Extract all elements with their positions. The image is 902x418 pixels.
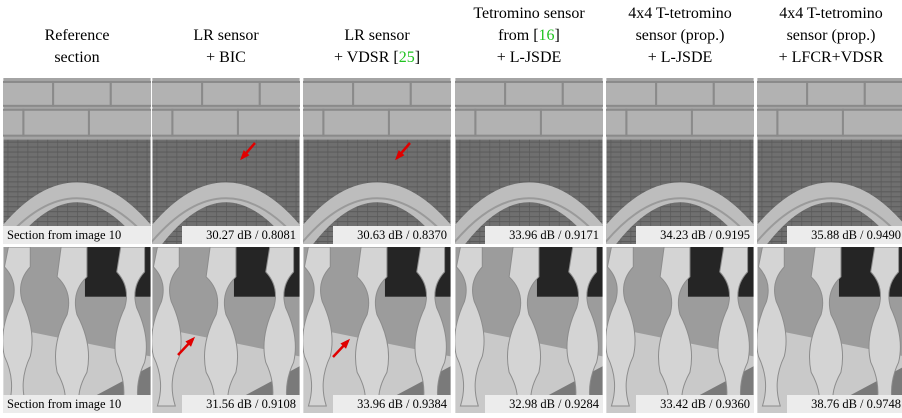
column-header: + L-JSDE	[648, 49, 713, 66]
header-text: from [	[498, 27, 538, 44]
header-text: ]	[415, 49, 420, 66]
citation: 16	[539, 27, 555, 44]
header-text: + VDSR [	[334, 49, 399, 66]
header-text: 4x4 T-tetromino	[628, 5, 732, 22]
caption: 33.96 dB / 0.9171	[509, 228, 599, 242]
header-text: + L-JSDE	[497, 49, 562, 66]
caption: 35.88 dB / 0.9490	[811, 228, 901, 242]
column-header: + VDSR [25]	[334, 49, 420, 66]
image-crop	[303, 247, 451, 413]
header-text: + LFCR+VDSR	[779, 49, 884, 66]
column-header: 4x4 T-tetromino	[779, 5, 883, 22]
column-header: from [16]	[498, 27, 560, 44]
column-header: LR sensor	[344, 27, 410, 44]
caption: 31.56 dB / 0.9108	[206, 397, 296, 411]
column-header: + BIC	[206, 49, 246, 66]
caption: Section from image 10	[7, 397, 121, 411]
caption: 33.96 dB / 0.9384	[357, 397, 448, 411]
header-text: 4x4 T-tetromino	[779, 5, 883, 22]
column-header: 4x4 T-tetromino	[628, 5, 732, 22]
figure: Reference section LR sensor + BIC LR sensor +…	[0, 0, 902, 413]
image-crop	[133, 78, 310, 247]
column-header: LR sensor	[193, 27, 259, 44]
column-header: section	[54, 49, 99, 66]
header-text: Tetromino sensor	[473, 5, 585, 22]
caption: Section from image 10	[7, 228, 121, 242]
header-text: section	[54, 49, 99, 66]
column-header: Reference	[45, 27, 110, 44]
header-text: LR sensor	[193, 27, 259, 44]
header-text: + L-JSDE	[648, 49, 713, 66]
header-text: + BIC	[206, 49, 246, 66]
column-header: + L-JSDE	[497, 49, 562, 66]
column-header: sensor (prop.)	[787, 27, 876, 44]
caption: 38.76 dB / 0.9748	[811, 397, 901, 411]
image-crop	[606, 247, 754, 413]
header-text: sensor (prop.)	[787, 27, 876, 44]
caption: 32.98 dB / 0.9284	[509, 397, 600, 411]
column-header: sensor (prop.)	[636, 27, 725, 44]
header-text: sensor (prop.)	[636, 27, 725, 44]
caption: 30.27 dB / 0.8081	[206, 228, 296, 242]
header-text: Reference	[45, 27, 110, 44]
citation: 25	[399, 49, 415, 66]
column-header: Tetromino sensor	[473, 5, 585, 22]
image-crop	[587, 78, 764, 247]
image-crop	[0, 78, 160, 247]
image-crop	[152, 247, 300, 413]
header-text: LR sensor	[344, 27, 410, 44]
image-crop	[455, 247, 603, 413]
caption: 30.63 dB / 0.8370	[357, 228, 447, 242]
image-crop	[284, 78, 461, 247]
image-crop	[757, 247, 902, 413]
header-text: ]	[555, 27, 560, 44]
caption: 33.42 dB / 0.9360	[660, 397, 750, 411]
image-crop	[738, 78, 902, 247]
image-crop	[3, 247, 151, 413]
image-crop	[436, 78, 613, 247]
caption: 34.23 dB / 0.9195	[660, 228, 750, 242]
column-header: + LFCR+VDSR	[779, 49, 884, 66]
